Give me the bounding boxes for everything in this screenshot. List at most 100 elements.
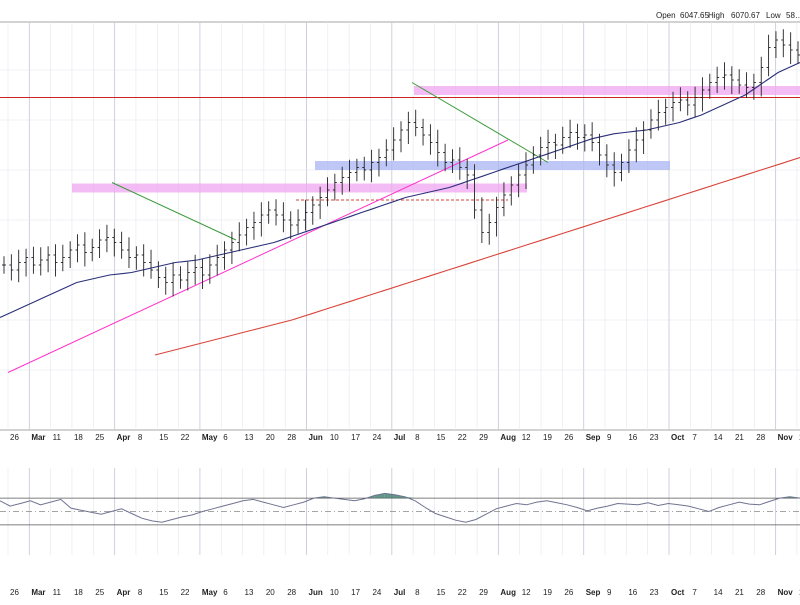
- x-tick-label: Apr: [117, 433, 131, 442]
- price-bar: [671, 91, 676, 122]
- low-label: Low: [766, 11, 781, 20]
- price-bar: [479, 197, 484, 243]
- rsi-overbought-fill: [374, 493, 385, 499]
- zone-pink-1: [72, 183, 527, 193]
- rsi-x-tick-label: 24: [372, 588, 381, 597]
- x-tick-label: 29: [479, 433, 488, 442]
- x-tick-label: 13: [245, 433, 254, 442]
- x-tick-label: 17: [351, 433, 360, 442]
- price-bar: [141, 244, 146, 277]
- rsi-x-tick-label: Mar: [31, 588, 45, 597]
- rsi-x-tick-label: 10: [330, 588, 339, 597]
- price-bar: [156, 261, 161, 288]
- x-tick-label: 9: [607, 433, 612, 442]
- price-bar: [82, 232, 87, 267]
- open-value: 6047.65: [680, 11, 709, 20]
- x-tick-label: 11: [799, 433, 800, 442]
- x-tick-label: 15: [159, 433, 168, 442]
- rsi-x-tick-label: 19: [543, 588, 552, 597]
- price-bar: [531, 146, 536, 174]
- rsi-x-axis: 26 Mar 11 18 25 Apr 8 15 22 May 6 13 20 28 Jun 10 17 24 Ju…: [10, 588, 800, 597]
- price-bar: [200, 258, 205, 289]
- price-bar: [751, 73, 756, 100]
- ma-slow-line: [154, 156, 800, 356]
- price-bar: [9, 254, 14, 281]
- zone-blue-1: [315, 161, 670, 170]
- price-bar: [303, 199, 308, 231]
- rsi-x-tick-label: 14: [714, 588, 723, 597]
- price-bar: [16, 249, 21, 283]
- price-bar: [325, 177, 330, 207]
- x-tick-label: 6: [223, 433, 228, 442]
- price-bar: [450, 149, 455, 173]
- price-bar: [149, 249, 154, 279]
- x-tick-label: Sep: [586, 433, 601, 442]
- price-bar: [68, 241, 73, 268]
- x-tick-label: Jul: [394, 433, 406, 442]
- x-tick-label: 23: [650, 433, 659, 442]
- price-bar: [788, 32, 793, 64]
- price-bar: [376, 148, 381, 177]
- ohlc-readout: Open 6047.65 High 6070.67 Low 58…: [656, 11, 800, 20]
- price-bar: [619, 153, 624, 182]
- price-bar: [237, 222, 242, 252]
- price-bar: [516, 164, 521, 198]
- price-bar: [693, 86, 698, 118]
- price-bar: [281, 202, 286, 233]
- rsi-x-tick-label: 28: [287, 588, 296, 597]
- price-bar: [744, 72, 749, 98]
- price-bar: [435, 129, 440, 167]
- price-bar: [24, 248, 29, 277]
- price-bar: [288, 211, 293, 239]
- price-bar: [259, 202, 264, 237]
- price-bar: [796, 41, 800, 64]
- x-tick-label: 18: [74, 433, 83, 442]
- price-bar: [38, 247, 43, 276]
- price-bar: [729, 66, 734, 94]
- price-bar: [274, 199, 279, 226]
- price-bar: [457, 147, 462, 180]
- rsi-x-tick-label: 28: [756, 588, 765, 597]
- low-value: 58…: [786, 11, 800, 20]
- price-bar: [421, 118, 426, 146]
- x-tick-label: 10: [330, 433, 339, 442]
- price-bar: [31, 246, 36, 274]
- ma-fast-line: [0, 61, 800, 319]
- price-bar: [229, 231, 234, 264]
- x-tick-label: 28: [287, 433, 296, 442]
- x-tick-label: Aug: [500, 433, 516, 442]
- x-tick-label: 22: [181, 433, 190, 442]
- price-bar: [678, 87, 683, 112]
- price-bar: [604, 144, 609, 178]
- rsi-x-tick-label: May: [202, 588, 218, 597]
- price-bar: [354, 158, 359, 182]
- rsi-x-tick-label: 12: [522, 588, 531, 597]
- price-bar: [413, 109, 418, 137]
- rsi-x-tick-label: 15: [436, 588, 445, 597]
- price-bar: [509, 176, 514, 206]
- price-bar: [60, 244, 65, 272]
- price-bar: [97, 229, 102, 258]
- open-label: Open: [656, 11, 676, 20]
- price-bar: [112, 228, 117, 257]
- x-tick-label: 25: [95, 433, 104, 442]
- price-bar: [546, 129, 551, 160]
- rsi-x-tick-label: 26: [10, 588, 19, 597]
- price-bar: [318, 186, 323, 219]
- x-tick-label: 24: [372, 433, 381, 442]
- price-bar: [347, 159, 352, 192]
- price-bar: [707, 73, 712, 99]
- price-bar: [634, 127, 639, 163]
- price-bar: [560, 126, 565, 154]
- lines-layer: [0, 61, 800, 373]
- rsi-x-tick-label: 26: [564, 588, 573, 597]
- price-bar: [553, 133, 558, 159]
- price-x-axis: 26 Mar 11 18 25 Apr 8 15 22 May 6 13 20 28 Jun 10 17 24 Ju…: [10, 433, 800, 442]
- rsi-line: [0, 492, 800, 523]
- rsi-x-tick-label: 22: [181, 588, 190, 597]
- price-bar: [568, 119, 573, 148]
- x-tick-label: 8: [138, 433, 143, 442]
- price-bar: [626, 139, 631, 173]
